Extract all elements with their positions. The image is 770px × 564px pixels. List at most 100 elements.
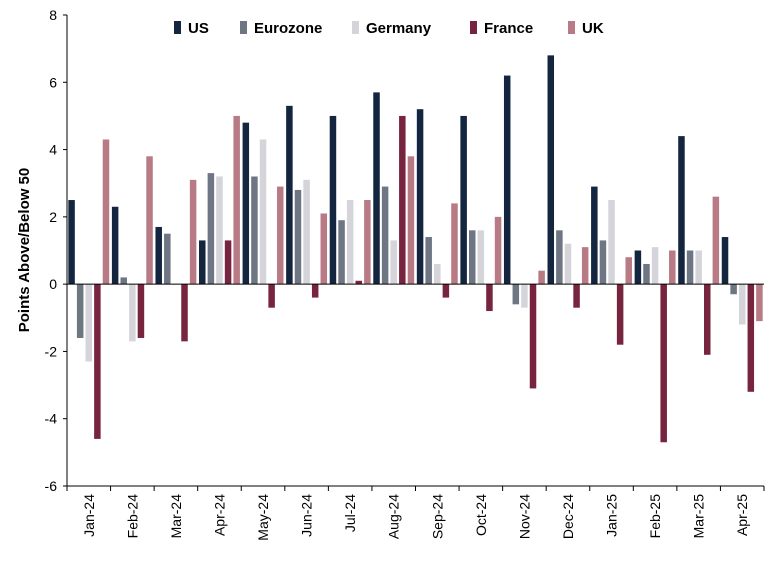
legend-label-france: France <box>484 20 533 37</box>
bar-france-jul-24 <box>355 280 363 285</box>
x-tick-label: Dec-24 <box>560 494 576 539</box>
bar-us-may-24 <box>242 122 250 285</box>
bar-eurozone-dec-24 <box>556 230 563 285</box>
bar-eurozone-feb-24 <box>120 277 127 285</box>
bar-germany-aug-24 <box>390 240 397 285</box>
y-tick-label: 0 <box>49 276 57 292</box>
bar-france-jan-24 <box>94 284 101 439</box>
y-tick-label: -4 <box>45 411 58 427</box>
bar-uk-mar-24 <box>189 179 197 285</box>
legend: US Eurozone Germany France UK <box>174 20 604 37</box>
x-tick-label: Feb-24 <box>124 494 140 539</box>
x-tick-label: Apr-25 <box>734 494 750 536</box>
bar-france-apr-25 <box>747 284 755 392</box>
bar-france-feb-25 <box>660 284 667 443</box>
y-tick-label: 4 <box>49 142 57 158</box>
bar-uk-sep-24 <box>451 203 458 285</box>
bar-eurozone-jul-24 <box>338 220 345 285</box>
bar-france-jun-24 <box>311 284 319 298</box>
bar-uk-dec-24 <box>581 247 589 285</box>
bar-germany-sep-24 <box>434 263 441 285</box>
bar-us-jun-24 <box>286 105 293 285</box>
legend-label-us: US <box>188 20 209 37</box>
bar-france-sep-24 <box>442 284 450 298</box>
bar-uk-jan-25 <box>625 257 632 285</box>
bar-us-mar-25 <box>678 136 685 285</box>
bar-germany-dec-24 <box>564 243 572 285</box>
y-tick-label: 2 <box>49 209 57 225</box>
y-tick-label: -6 <box>45 478 58 494</box>
x-tick-label: Oct-24 <box>473 494 489 536</box>
x-tick-label: Mar-25 <box>691 494 707 539</box>
bar-france-nov-24 <box>529 284 537 389</box>
bar-eurozone-jan-24 <box>76 284 84 338</box>
bar-uk-jan-24 <box>102 139 110 285</box>
bar-eurozone-aug-24 <box>381 186 389 285</box>
bar-germany-jan-24 <box>85 284 93 362</box>
bar-uk-jun-24 <box>320 213 328 285</box>
y-axis-title: Points Above/Below 50 <box>16 168 33 332</box>
bar-germany-feb-24 <box>129 284 136 342</box>
x-tick-label: Jan-24 <box>81 494 97 537</box>
bars-group <box>68 55 763 443</box>
bar-germany-apr-25 <box>738 284 746 325</box>
bar-uk-aug-24 <box>407 156 415 285</box>
y-tick-label: 6 <box>49 74 57 90</box>
bar-us-jul-24 <box>329 115 337 285</box>
bar-us-apr-24 <box>199 240 206 285</box>
bar-us-feb-24 <box>111 206 119 285</box>
bar-eurozone-sep-24 <box>425 237 432 285</box>
x-tick-label: Mar-24 <box>168 494 184 539</box>
bar-france-mar-25 <box>704 284 711 355</box>
bar-uk-apr-25 <box>756 284 763 322</box>
bar-uk-jul-24 <box>364 200 371 285</box>
bar-france-jan-25 <box>616 284 624 345</box>
bar-us-nov-24 <box>503 75 511 285</box>
bar-germany-nov-24 <box>521 284 528 308</box>
bar-germany-jan-25 <box>608 200 615 285</box>
x-tick-label: Jun-24 <box>299 494 315 537</box>
legend-label-germany: Germany <box>366 20 432 37</box>
bar-uk-nov-24 <box>538 270 545 285</box>
legend-swatch-us <box>174 21 181 34</box>
legend-swatch-germany <box>352 21 359 34</box>
legend-label-uk: UK <box>582 20 604 37</box>
bar-france-feb-24 <box>137 284 145 338</box>
bar-us-feb-25 <box>634 250 642 285</box>
bar-eurozone-oct-24 <box>468 230 476 285</box>
bar-eurozone-mar-24 <box>164 233 171 285</box>
x-tick-label: May-24 <box>255 494 271 541</box>
bar-us-mar-24 <box>155 226 162 285</box>
x-tick-label: Nov-24 <box>516 494 532 539</box>
bar-germany-jun-24 <box>303 179 310 285</box>
bar-uk-feb-24 <box>146 156 153 285</box>
x-tick-label: Sep-24 <box>429 494 445 539</box>
bar-eurozone-apr-25 <box>730 284 737 295</box>
x-tick-label: Apr-24 <box>211 494 227 536</box>
legend-swatch-uk <box>568 21 575 34</box>
bar-germany-oct-24 <box>477 230 485 285</box>
bar-us-jan-24 <box>68 200 75 285</box>
bar-us-oct-24 <box>460 115 467 285</box>
bar-eurozone-apr-24 <box>207 173 215 285</box>
bar-france-oct-24 <box>486 284 493 312</box>
bar-eurozone-jun-24 <box>294 189 302 285</box>
y-tick-label: 8 <box>49 7 57 23</box>
bar-france-may-24 <box>268 284 275 308</box>
bar-us-dec-24 <box>547 55 555 285</box>
bar-germany-apr-24 <box>216 176 223 285</box>
bar-uk-oct-24 <box>494 216 502 285</box>
legend-swatch-eurozone <box>240 21 247 34</box>
bar-france-dec-24 <box>573 284 580 308</box>
bar-eurozone-mar-25 <box>686 250 694 285</box>
bar-france-aug-24 <box>399 115 406 285</box>
axes-group: -6 -4 -2 0 2 4 6 8 Jan-24 Feb-24 Mar-24 Apr-24 May-2… <box>45 7 765 541</box>
y-tick-label: -2 <box>45 343 58 359</box>
bar-germany-feb-25 <box>651 247 659 285</box>
bar-us-sep-24 <box>416 109 424 285</box>
bar-germany-mar-25 <box>695 250 702 285</box>
x-tick-label: Aug-24 <box>386 494 402 539</box>
bar-germany-jul-24 <box>346 200 354 285</box>
